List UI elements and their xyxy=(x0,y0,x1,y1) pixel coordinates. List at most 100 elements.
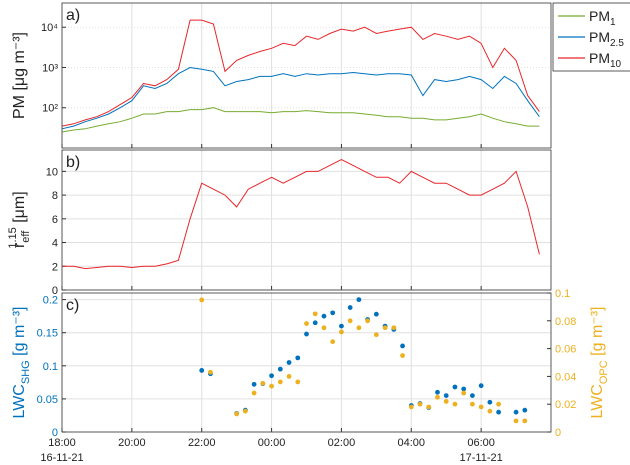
data-point xyxy=(312,320,318,326)
y-tick-label: 10² xyxy=(42,103,58,115)
data-point xyxy=(277,379,283,385)
data-point xyxy=(295,355,301,361)
data-line xyxy=(61,107,540,133)
x-tick-label: 00:00 xyxy=(258,437,286,449)
y-tick-label: 4 xyxy=(52,238,58,250)
data-point xyxy=(286,374,292,379)
data-point xyxy=(365,318,371,324)
data-point xyxy=(470,401,475,407)
data-point xyxy=(391,325,397,331)
axis-label: LWCOPC [g m⁻³] xyxy=(589,307,610,419)
legend-sub: 2.5 xyxy=(610,38,624,49)
data-point xyxy=(356,325,362,331)
label-sup: 1.15 xyxy=(7,227,19,248)
y-tick-label: 0.2 xyxy=(43,295,58,307)
y2-tick-label: 0.02 xyxy=(555,399,576,411)
x-tick-label: 02:00 xyxy=(328,437,356,449)
label-base: LWC xyxy=(589,384,606,418)
legend-label: PM10 xyxy=(589,50,622,70)
data-point xyxy=(461,386,467,392)
data-point xyxy=(452,401,458,407)
data-point xyxy=(443,399,449,404)
x-tick-label: 22:00 xyxy=(188,437,216,449)
data-line xyxy=(61,66,540,130)
y2-tick-label: 0.08 xyxy=(555,316,576,328)
legend-label: PM1 xyxy=(589,8,616,28)
y2-tick-label: 0 xyxy=(555,427,561,439)
data-point xyxy=(208,369,213,375)
data-point xyxy=(461,390,467,396)
y-tick-label: 2 xyxy=(52,261,58,273)
data-point xyxy=(260,380,266,386)
data-point xyxy=(452,384,458,390)
data-point xyxy=(330,310,336,316)
data-point xyxy=(373,332,379,338)
y-tick-label: 0.15 xyxy=(37,328,58,340)
legend-name: PM xyxy=(589,50,610,66)
panel-label: b) xyxy=(66,154,80,171)
label-base: r xyxy=(11,242,28,248)
data-point xyxy=(321,325,327,331)
data-line xyxy=(62,158,540,270)
data-point xyxy=(312,311,318,317)
label-base: PM [μg m⁻³] xyxy=(11,32,28,119)
legend-sub: 10 xyxy=(610,59,622,70)
data-point xyxy=(426,404,432,410)
data-point xyxy=(435,389,440,395)
data-point xyxy=(347,318,353,324)
legend-name: PM xyxy=(589,29,610,45)
data-point xyxy=(487,399,493,405)
x-tick-label: 18:00 xyxy=(48,437,76,449)
data-point xyxy=(304,331,309,337)
data-point xyxy=(269,383,274,389)
data-point xyxy=(382,325,388,331)
data-point xyxy=(199,368,205,373)
legend-sub: 1 xyxy=(610,17,616,28)
data-point xyxy=(513,409,519,415)
data-point xyxy=(478,383,484,389)
legend-box xyxy=(552,2,630,72)
data-point xyxy=(277,366,283,372)
data-point xyxy=(496,401,502,407)
data-point xyxy=(286,360,292,365)
y2-tick-label: 0.04 xyxy=(555,371,576,383)
data-point xyxy=(487,408,493,414)
data-point xyxy=(304,321,309,326)
label-sub: eff xyxy=(20,230,32,243)
x-tick-label: 04:00 xyxy=(398,437,426,449)
axis-label: reff1.15 [μm] xyxy=(7,191,32,248)
data-point xyxy=(400,353,405,358)
data-point xyxy=(470,393,475,398)
y-tick-label: 8 xyxy=(52,190,58,202)
data-point xyxy=(330,339,336,345)
y-tick-label: 10⁴ xyxy=(41,22,58,34)
x-date-label: 16-11-21 xyxy=(40,452,83,464)
y-tick-label: 10 xyxy=(46,166,58,178)
data-point xyxy=(356,297,362,303)
data-point xyxy=(435,394,440,400)
data-point xyxy=(522,418,528,424)
y2-tick-label: 0.06 xyxy=(555,344,576,356)
label-sub: SHG xyxy=(20,360,32,384)
label-base: LWC xyxy=(11,384,28,418)
x-date-label: 17-11-21 xyxy=(460,452,503,464)
plot-frame xyxy=(61,292,552,433)
data-point xyxy=(321,313,327,319)
label-unit: [μm] xyxy=(11,191,28,227)
data-point xyxy=(339,323,344,329)
y-tick-label: 0.1 xyxy=(43,361,58,373)
x-tick-label: 20:00 xyxy=(118,437,146,449)
data-point xyxy=(251,390,257,396)
legend-name: PM xyxy=(589,8,610,24)
y-tick-label: 0 xyxy=(52,427,58,439)
legend-label: PM2.5 xyxy=(589,29,624,49)
data-point xyxy=(522,407,528,413)
data-point xyxy=(295,379,301,385)
y-tick-label: 0.05 xyxy=(37,394,58,406)
plot-frame xyxy=(61,2,552,149)
axis-label: LWCSHG [g m⁻³] xyxy=(11,307,32,419)
panel-label: c) xyxy=(66,297,79,314)
y2-tick-label: 0.1 xyxy=(555,288,570,300)
data-point xyxy=(443,393,449,398)
